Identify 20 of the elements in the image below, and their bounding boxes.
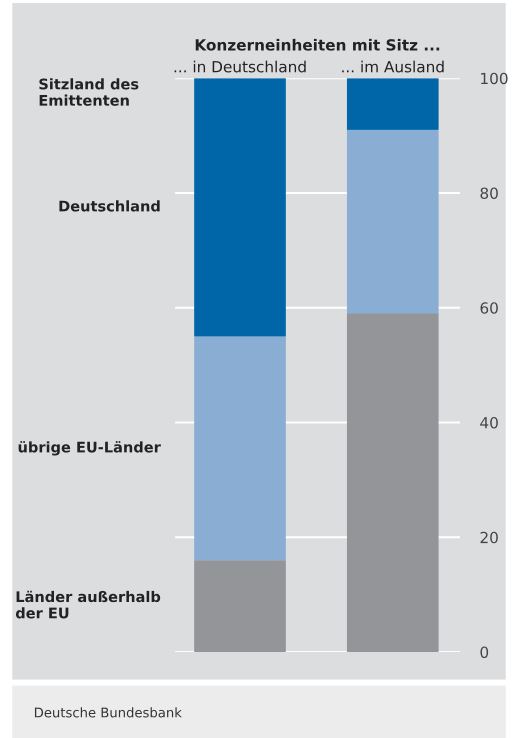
bar: [346, 78, 439, 130]
y-tick-label: 80: [480, 187, 498, 200]
y-tick-label: 100: [481, 72, 508, 84]
bar: [346, 313, 439, 652]
text: übrige EU-Länder: [18, 441, 161, 456]
bar: [194, 560, 286, 652]
bar: [194, 336, 286, 560]
chart-title: Konzerneinheiten mit Sitz ...: [196, 38, 440, 51]
bar: [194, 78, 286, 336]
text: Länder außerhalb der EU: [16, 590, 160, 619]
bar: [346, 130, 439, 314]
text: Deutschland: [59, 200, 160, 212]
legend-title: Sitzland des Emittenten: [39, 78, 138, 106]
x-tick-label: ... in Deutschland: [174, 60, 306, 72]
y-tick-label: 40: [480, 416, 498, 429]
y-tick-label: 20: [480, 532, 498, 544]
y-tick-label: 0: [480, 646, 488, 658]
y-tick-label: 60: [480, 302, 498, 314]
x-tick-label: ... im Ausland: [342, 60, 444, 72]
text: Deutsche Bundesbank: [34, 707, 182, 718]
